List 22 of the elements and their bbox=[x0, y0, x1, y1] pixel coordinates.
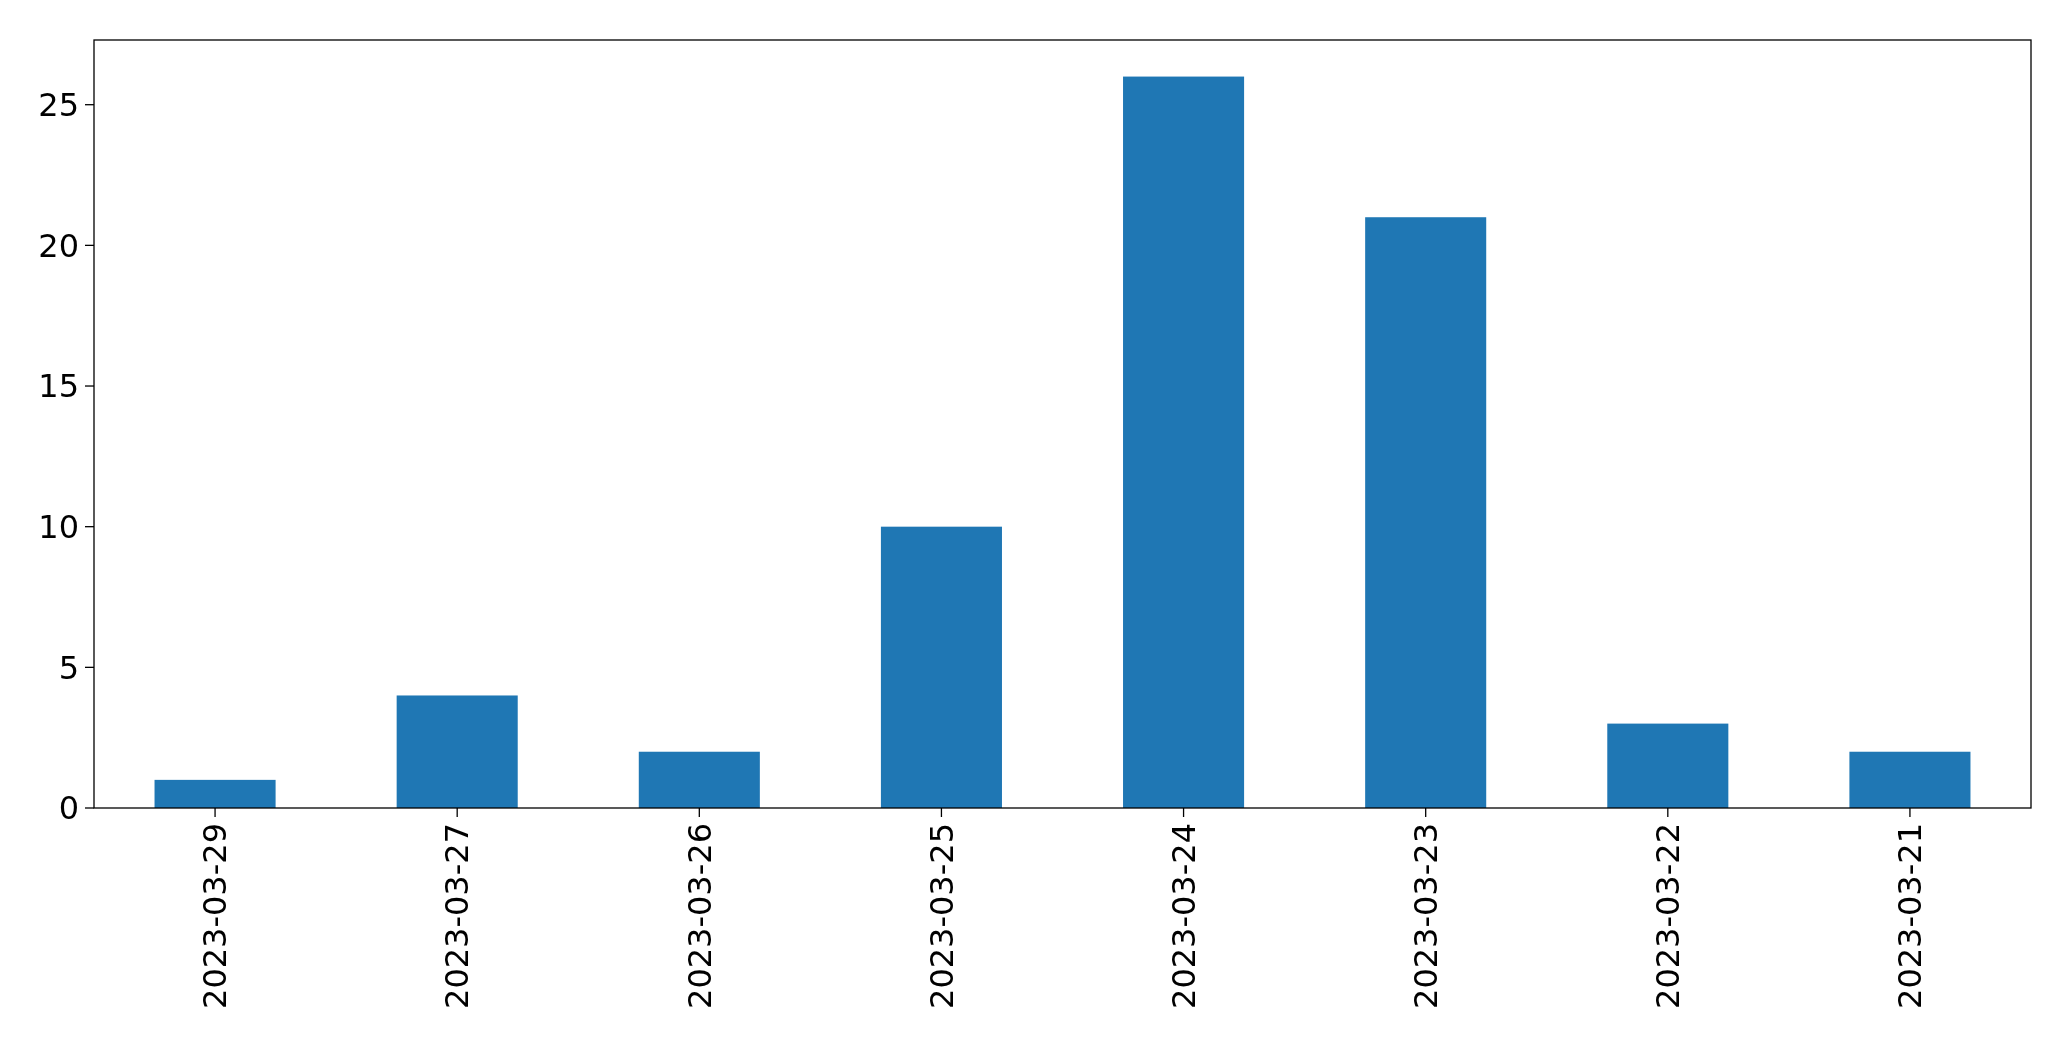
x-tick-label: 2023-03-26 bbox=[680, 823, 719, 1009]
x-tick-label: 2023-03-29 bbox=[196, 823, 235, 1009]
bar bbox=[638, 751, 760, 808]
x-tick-label: 2023-03-21 bbox=[1891, 823, 1930, 1009]
bar bbox=[1849, 751, 1971, 808]
bar bbox=[1365, 217, 1487, 808]
bar bbox=[880, 526, 1002, 808]
y-tick-label: 20 bbox=[38, 226, 79, 265]
x-tick-label: 2023-03-25 bbox=[922, 823, 961, 1009]
y-tick-label: 0 bbox=[58, 789, 79, 828]
x-tick-label: 2023-03-22 bbox=[1649, 823, 1688, 1009]
x-tick-label: 2023-03-23 bbox=[1406, 823, 1445, 1009]
x-tick-label: 2023-03-27 bbox=[438, 823, 477, 1009]
bar bbox=[154, 779, 276, 808]
bar bbox=[1607, 723, 1729, 808]
bar bbox=[1123, 76, 1245, 808]
y-tick-label: 5 bbox=[58, 648, 79, 687]
y-tick-label: 10 bbox=[38, 507, 79, 546]
y-tick-label: 25 bbox=[38, 85, 79, 124]
x-tick-label: 2023-03-24 bbox=[1164, 823, 1203, 1009]
bar bbox=[396, 695, 518, 808]
y-tick-label: 15 bbox=[38, 367, 79, 406]
